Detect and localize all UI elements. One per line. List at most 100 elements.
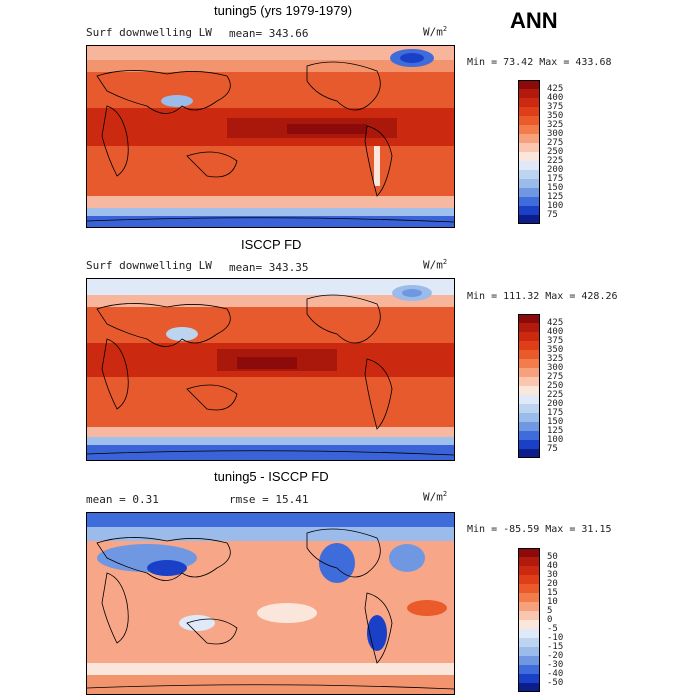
colorbar-swatch <box>518 683 540 692</box>
colorbar-tick-label: -20 <box>547 651 564 661</box>
colorbar-swatch <box>518 134 540 143</box>
colorbar-tick-label: 125 <box>547 192 564 202</box>
colorbar-tick-label: 375 <box>547 102 564 112</box>
colorbar-swatch <box>518 323 540 332</box>
colorbar-swatch <box>518 413 540 422</box>
colorbar-swatch <box>518 215 540 224</box>
colorbar-swatch <box>518 152 540 161</box>
colorbar-tick-label: 200 <box>547 165 564 175</box>
colorbar-swatch <box>518 602 540 611</box>
colorbar-swatch <box>518 359 540 368</box>
colorbar-tick-label: 100 <box>547 435 564 445</box>
colorbar-swatch <box>518 161 540 170</box>
panel2-units: W/m2 <box>423 258 448 272</box>
colorbar-swatch <box>518 674 540 683</box>
colorbar-swatch <box>518 620 540 629</box>
colorbar-tick-label: 300 <box>547 363 564 373</box>
colorbar-tick-label: -30 <box>547 660 564 670</box>
panel1-mean-label: mean= 343.66 <box>229 27 309 40</box>
colorbar-tick-label: 0 <box>547 615 553 625</box>
season-label: ANN <box>510 8 558 33</box>
colorbar-tick-label: 125 <box>547 426 564 436</box>
colorbar-tick-label: 375 <box>547 336 564 346</box>
colorbar-tick-label: -10 <box>547 633 564 643</box>
colorbar-swatch <box>518 377 540 386</box>
colorbar-tick-label: 30 <box>547 570 558 580</box>
colorbar-tick-label: 5 <box>547 606 553 616</box>
colorbar-tick-label: 325 <box>547 354 564 364</box>
colorbar-swatch <box>518 350 540 359</box>
colorbar-swatch <box>518 80 540 89</box>
colorbar-tick-label: 250 <box>547 147 564 157</box>
colorbar-tick-label: -5 <box>547 624 558 634</box>
colorbar-tick-label: 350 <box>547 111 564 121</box>
colorbar-tick-label: 400 <box>547 327 564 337</box>
colorbar-swatch <box>518 638 540 647</box>
colorbar-swatch <box>518 386 540 395</box>
colorbar-swatch <box>518 440 540 449</box>
colorbar-swatch <box>518 611 540 620</box>
colorbar-tick-label: 50 <box>547 552 558 562</box>
colorbar-tick-label: 75 <box>547 210 558 220</box>
panel2-mean-label: mean= 343.35 <box>229 261 309 274</box>
colorbar-swatch <box>518 89 540 98</box>
colorbar-swatch <box>518 404 540 413</box>
panel1-variable-label: Surf downwelling LW <box>86 26 212 39</box>
panel3-rmse-label: rmse = 15.41 <box>229 493 309 506</box>
colorbar-swatch <box>518 116 540 125</box>
colorbar-tick-label: 225 <box>547 156 564 166</box>
colorbar-tick-label: 275 <box>547 138 564 148</box>
colorbar-swatch <box>518 665 540 674</box>
colorbar-swatch <box>518 197 540 206</box>
colorbar-tick-label: -50 <box>547 678 564 688</box>
colorbar-swatch <box>518 98 540 107</box>
colorbar-tick-label: 425 <box>547 84 564 94</box>
colorbar-tick-label: 250 <box>547 381 564 391</box>
colorbar-swatch <box>518 107 540 116</box>
colorbar-swatch <box>518 179 540 188</box>
colorbar-swatch <box>518 341 540 350</box>
colorbar-swatch <box>518 593 540 602</box>
colorbar-swatch <box>518 188 540 197</box>
colorbar-tick-label: 275 <box>547 372 564 382</box>
colorbar-swatch <box>518 422 540 431</box>
colorbar-swatch <box>518 575 540 584</box>
panel1-map <box>86 45 455 228</box>
panel1-units: W/m2 <box>423 25 448 39</box>
colorbar-tick-label: -15 <box>547 642 564 652</box>
colorbar-tick-label: 425 <box>547 318 564 328</box>
panel3-units: W/m2 <box>423 490 448 504</box>
colorbar-swatch <box>518 584 540 593</box>
colorbar-tick-label: 175 <box>547 408 564 418</box>
panel3-map <box>86 512 455 695</box>
colorbar-swatch <box>518 395 540 404</box>
colorbar-swatch <box>518 566 540 575</box>
panel1-minmax: Min = 73.42 Max = 433.68 <box>467 57 612 68</box>
colorbar-swatch <box>518 647 540 656</box>
colorbar-swatch <box>518 449 540 458</box>
colorbar-tick-label: 15 <box>547 588 558 598</box>
panel1-title: tuning5 (yrs 1979-1979) <box>214 3 353 18</box>
colorbar-tick-label: 175 <box>547 174 564 184</box>
colorbar-swatch <box>518 656 540 665</box>
colorbar-tick-label: 350 <box>547 345 564 355</box>
panel2-title: ISCCP FD <box>241 237 302 252</box>
colorbar-tick-label: 100 <box>547 201 564 211</box>
colorbar-tick-label: 200 <box>547 399 564 409</box>
colorbar-tick-label: 40 <box>547 561 558 571</box>
colorbar-swatch <box>518 332 540 341</box>
colorbar-tick-label: 10 <box>547 597 558 607</box>
panel3-mean-label: mean = 0.31 <box>86 493 159 506</box>
colorbar-tick-label: 400 <box>547 93 564 103</box>
colorbar-tick-label: 225 <box>547 390 564 400</box>
colorbar-tick-label: 20 <box>547 579 558 589</box>
colorbar-tick-label: -40 <box>547 669 564 679</box>
panel2-variable-label: Surf downwelling LW <box>86 259 212 272</box>
colorbar-swatch <box>518 557 540 566</box>
colorbar-swatch <box>518 368 540 377</box>
colorbar-tick-label: 150 <box>547 417 564 427</box>
colorbar-tick-label: 150 <box>547 183 564 193</box>
panel2-map <box>86 278 455 461</box>
colorbar-tick-label: 300 <box>547 129 564 139</box>
colorbar-swatch <box>518 431 540 440</box>
